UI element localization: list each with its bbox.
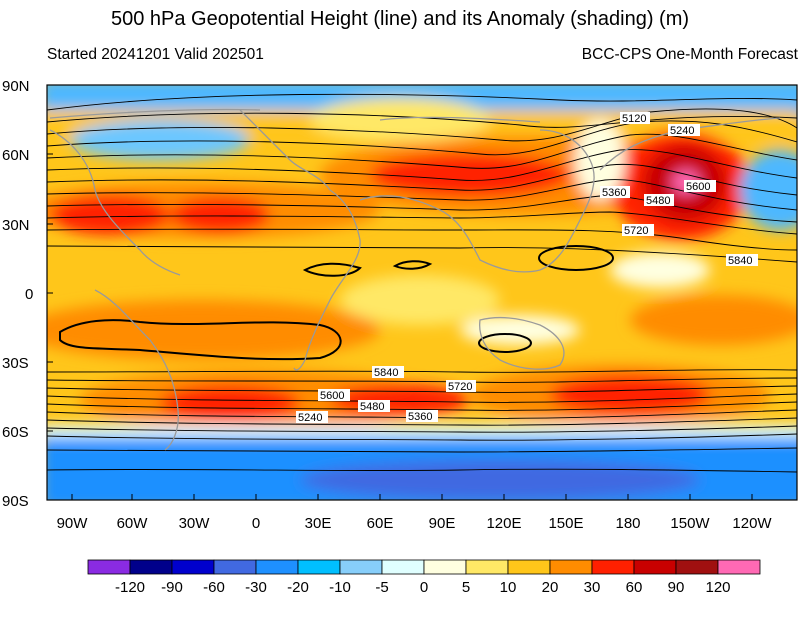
colorbar-swatch: [423, 559, 467, 575]
lon-label: 90E: [429, 515, 456, 532]
lon-label: 120W: [732, 515, 772, 532]
latitude-labels: 90N 60N 30N 0 30S 60S 90S: [2, 78, 33, 510]
colorbar-label: 20: [542, 579, 559, 596]
colorbar-swatch: [297, 559, 341, 575]
contour-label: 5240: [298, 412, 322, 424]
colorbar-swatch: [675, 559, 719, 575]
colorbar-label: 120: [705, 579, 730, 596]
colorbar-label: 30: [584, 579, 601, 596]
colorbar-swatch: [507, 559, 551, 575]
lon-label: 180: [615, 515, 640, 532]
colorbar-label: -20: [287, 579, 309, 596]
lon-label: 150W: [670, 515, 710, 532]
colorbar-label: 90: [668, 579, 685, 596]
colorbar-labels: -120 -90 -60 -30 -20 -10 -5 0 5 10 20 30 60 90 120: [115, 579, 731, 596]
model-name: BCC-CPS One-Month Forecast: [581, 46, 798, 63]
lat-label: 30S: [2, 355, 29, 372]
colorbar-label: -120: [115, 579, 145, 596]
colorbar-swatch: [87, 559, 131, 575]
colorbar-label: 60: [626, 579, 643, 596]
contour-label: 5720: [624, 225, 648, 237]
lat-label: 60S: [2, 424, 29, 441]
run-dates: Started 20241201 Valid 202501: [47, 46, 264, 63]
contour-label: 5480: [360, 401, 384, 413]
colorbar-swatch: [339, 559, 383, 575]
lon-label: 60W: [117, 515, 149, 532]
lon-label: 0: [252, 515, 260, 532]
lon-label: 60E: [367, 515, 394, 532]
colorbar-label: -30: [245, 579, 267, 596]
map-area: 5120 5240 5360 5480 5600 5720 5840 5840 …: [47, 85, 797, 500]
colorbar-swatch: [213, 559, 257, 575]
contour-label: 5600: [320, 390, 344, 402]
lon-label: 90W: [57, 515, 89, 532]
contour-label: 5480: [646, 195, 670, 207]
lat-label: 90S: [2, 493, 29, 510]
colorbar-swatch: [591, 559, 635, 575]
colorbar-swatch: [717, 559, 761, 575]
colorbar: [87, 559, 761, 575]
colorbar-label: -10: [329, 579, 351, 596]
colorbar-swatch: [549, 559, 593, 575]
lat-label: 0: [25, 286, 33, 303]
chart-title: 500 hPa Geopotential Height (line) and i…: [110, 8, 690, 30]
coastlines: [49, 108, 781, 451]
lat-label: 60N: [2, 147, 30, 164]
lon-label: 150E: [548, 515, 583, 532]
colorbar-label: -60: [203, 579, 225, 596]
thick-contours: [59, 245, 614, 361]
colorbar-swatch: [465, 559, 509, 575]
contour-label: 5120: [622, 113, 646, 125]
contour-labels: 5120 5240 5360 5480 5600 5720 5840 5840 …: [296, 112, 758, 424]
contour-label: 5840: [374, 367, 398, 379]
lat-label: 90N: [2, 78, 30, 95]
colorbar-label: 5: [462, 579, 470, 596]
contour-label: 5240: [670, 125, 694, 137]
colorbar-swatch: [633, 559, 677, 575]
contour-label: 5360: [408, 411, 432, 423]
colorbar-label: -5: [375, 579, 388, 596]
longitude-labels: 90W 60W 30W 0 30E 60E 90E 120E 150E 180 …: [57, 515, 773, 532]
lon-label: 30E: [305, 515, 332, 532]
colorbar-swatch: [255, 559, 299, 575]
lon-label: 120E: [486, 515, 521, 532]
colorbar-label: -90: [161, 579, 183, 596]
colorbar-swatch: [381, 559, 425, 575]
colorbar-swatch: [171, 559, 215, 575]
contour-label: 5360: [602, 187, 626, 199]
map-frame: [46, 84, 798, 501]
contour-label: 5600: [686, 181, 710, 193]
colorbar-label: 10: [500, 579, 517, 596]
lat-label: 30N: [2, 217, 30, 234]
lon-label: 30W: [179, 515, 211, 532]
contour-label: 5720: [448, 381, 472, 393]
contour-label: 5840: [728, 255, 752, 267]
height-contours: [47, 93, 797, 473]
colorbar-swatch: [129, 559, 173, 575]
colorbar-label: 0: [420, 579, 428, 596]
